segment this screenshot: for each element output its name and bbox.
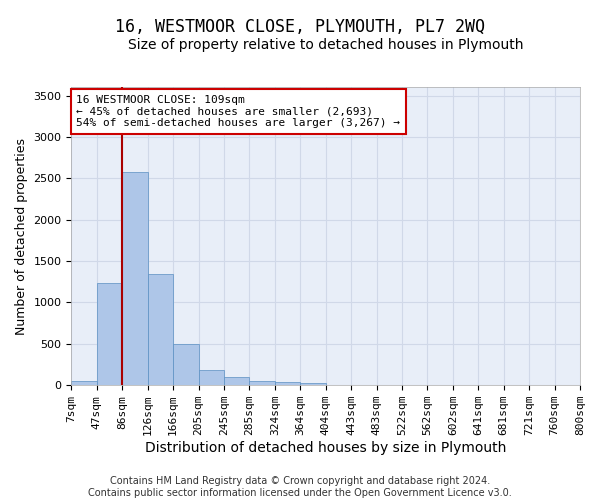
Bar [71, 381, 97, 385]
Y-axis label: Number of detached properties: Number of detached properties [15, 138, 28, 335]
Text: 16, WESTMOOR CLOSE, PLYMOUTH, PL7 2WQ: 16, WESTMOOR CLOSE, PLYMOUTH, PL7 2WQ [115, 18, 485, 36]
Bar [250, 381, 275, 385]
Bar [300, 382, 326, 385]
Bar [173, 344, 199, 385]
Bar [199, 370, 224, 385]
Bar [275, 382, 300, 385]
Text: Contains HM Land Registry data © Crown copyright and database right 2024.
Contai: Contains HM Land Registry data © Crown c… [88, 476, 512, 498]
Bar [224, 377, 250, 385]
Bar [97, 284, 122, 385]
Title: Size of property relative to detached houses in Plymouth: Size of property relative to detached ho… [128, 38, 523, 52]
Bar [148, 274, 173, 385]
Text: 16 WESTMOOR CLOSE: 109sqm
← 45% of detached houses are smaller (2,693)
54% of se: 16 WESTMOOR CLOSE: 109sqm ← 45% of detac… [76, 95, 400, 128]
Bar [122, 172, 148, 385]
X-axis label: Distribution of detached houses by size in Plymouth: Distribution of detached houses by size … [145, 441, 506, 455]
